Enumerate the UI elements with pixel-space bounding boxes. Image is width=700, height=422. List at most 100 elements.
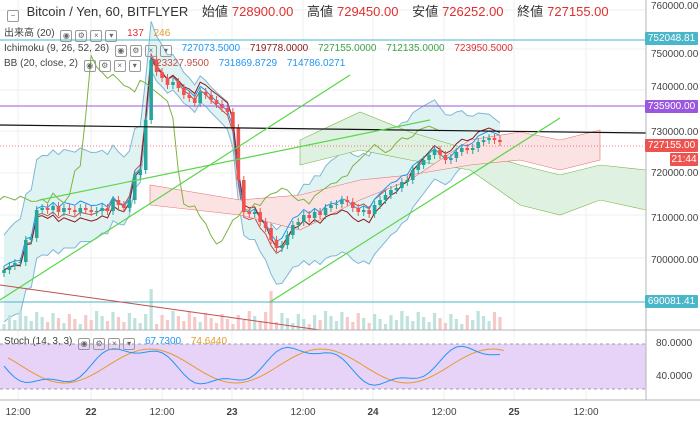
stoch-legend[interactable]: Stoch (14, 3, 3) ◉ ⚙ × ▾ 67.7300 74.6440 [4,335,227,350]
candle-body [242,180,246,212]
candle-body [427,155,431,160]
volume-bar [465,315,469,330]
stoch-axis-label: 80.0000 [656,338,693,349]
candle-body [258,212,262,222]
price-axis-label: 760000.00 [651,1,699,12]
trend-lines[interactable] [0,39,646,330]
candle-body [449,158,453,160]
volume-bar [105,321,110,330]
stochastic-pane [0,343,646,390]
ichimoku-lagging-line [0,53,441,245]
bollinger-band-fill [4,21,500,323]
candle-body [67,208,72,210]
eye-icon[interactable]: ◉ [78,338,91,350]
volume-bar [62,323,66,330]
eye-icon[interactable]: ◉ [114,45,127,57]
eye-icon[interactable]: ◉ [60,30,73,42]
close-icon[interactable]: × [108,338,121,350]
ichimoku-legend[interactable]: Ichimoku (9, 26, 52, 26) ◉ ⚙ × ▾ 727073.500… [4,42,513,57]
volume-bar [198,322,202,330]
candle-body [432,150,437,155]
settings-icon[interactable]: ⚙ [129,45,142,57]
candle-body [105,208,110,211]
candle-body [367,210,371,214]
settings-icon[interactable]: ⚙ [98,60,111,72]
candle-body [345,200,350,202]
volume-bar [171,311,175,330]
candle-body [460,148,464,152]
candle-body [203,92,208,95]
bb-legend[interactable]: BB (20, close, 2) ◉ ⚙ × ▾ 723327.9500 73186… [4,57,345,72]
volume-bar [100,316,104,330]
ichimoku-base-value: 719778.0000 [249,43,309,54]
candle-body [133,175,137,200]
volume-bar [340,312,344,330]
volume-bar [29,321,33,330]
low-value: 726252.00 [442,4,504,19]
candle-body [29,238,34,240]
volume-bar [144,314,148,330]
volume-bar [356,313,360,330]
candle-body [192,98,197,103]
candle-body [34,210,39,238]
more-icon[interactable]: ▾ [105,30,118,42]
volume-bar [193,317,197,330]
volume-legend[interactable]: 出来高 (20) ◉ ⚙ × ▾ 137 246 [4,27,170,42]
more-icon[interactable]: ▾ [128,60,141,72]
price-axis-label: 700000.00 [651,255,699,266]
open-label: 始値 [201,4,228,19]
volume-bar [449,314,453,330]
stoch-band [0,344,646,389]
ichimoku-conversion-value: 727073.5000 [181,43,241,54]
trend-line [0,74,351,301]
volume-bar [67,314,71,330]
volume-bar [432,313,437,330]
volume-bar [362,318,366,330]
close-icon[interactable]: × [144,45,157,57]
candle-body [351,202,355,208]
close-value: 727155.00 [547,4,609,19]
close-icon[interactable]: × [90,30,103,42]
candle-body [7,266,12,270]
volume-bar [242,320,246,330]
collapse-legend-icon[interactable]: − [7,10,19,22]
candle-body [301,215,306,222]
candle-body [214,100,219,104]
candle-body [18,262,23,263]
candle-body [89,210,93,212]
time-axis-label: 12:00 [573,407,599,418]
volume-bar [111,312,115,330]
more-icon[interactable]: ▾ [123,338,136,350]
eye-icon[interactable]: ◉ [83,60,96,72]
hline-price-tag: 735900.00 [645,100,698,113]
volume-bar [187,312,191,330]
candle-body [176,82,181,88]
volume-bar [258,321,262,330]
close-icon[interactable]: × [113,60,126,72]
more-icon[interactable]: ▾ [159,45,172,57]
candle-body [476,142,480,148]
symbol-title[interactable]: Bitcoin / Yen, 60, BITFLYER [26,4,189,19]
volume-bar [35,312,39,330]
volume-bar [236,315,240,330]
candle-body [481,140,486,142]
trend-line [39,119,431,201]
candle-body [116,200,121,205]
candle-body [252,212,257,214]
volume-bar [285,318,289,330]
volume-bar [122,322,126,330]
volume-bar [116,317,121,330]
candlesticks [2,56,502,277]
volume-bar [296,314,300,330]
candle-body [209,95,213,100]
candle-body [83,208,88,210]
settings-icon[interactable]: ⚙ [75,30,88,42]
close-label: 終値 [517,4,544,19]
candle-body [340,200,344,204]
volume-bar [422,317,426,330]
candle-body [416,165,420,170]
hline-price-tag: 690081.41 [645,295,698,308]
settings-icon[interactable]: ⚙ [93,338,106,350]
price-axis-label: 710000.00 [651,213,699,224]
